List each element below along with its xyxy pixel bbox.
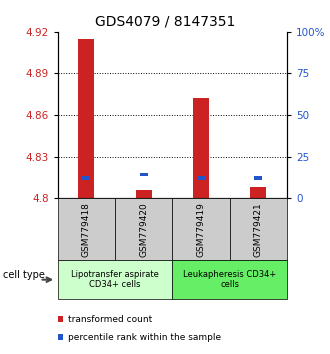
Text: Leukapheresis CD34+
cells: Leukapheresis CD34+ cells — [183, 270, 277, 289]
Text: GDS4079 / 8147351: GDS4079 / 8147351 — [95, 14, 235, 28]
Text: GSM779421: GSM779421 — [254, 202, 263, 257]
Text: cell type: cell type — [3, 270, 45, 280]
Text: GSM779419: GSM779419 — [197, 202, 206, 257]
Text: GSM779418: GSM779418 — [82, 202, 91, 257]
Bar — [254, 176, 262, 180]
Bar — [250, 187, 266, 198]
Bar — [197, 176, 205, 180]
Bar — [140, 173, 148, 176]
Bar — [136, 190, 152, 198]
Bar — [79, 39, 94, 198]
Text: GSM779420: GSM779420 — [139, 202, 148, 257]
Bar — [193, 98, 209, 198]
Text: Lipotransfer aspirate
CD34+ cells: Lipotransfer aspirate CD34+ cells — [71, 270, 159, 289]
Text: percentile rank within the sample: percentile rank within the sample — [68, 332, 221, 342]
Bar — [82, 176, 90, 180]
Text: transformed count: transformed count — [68, 315, 152, 324]
